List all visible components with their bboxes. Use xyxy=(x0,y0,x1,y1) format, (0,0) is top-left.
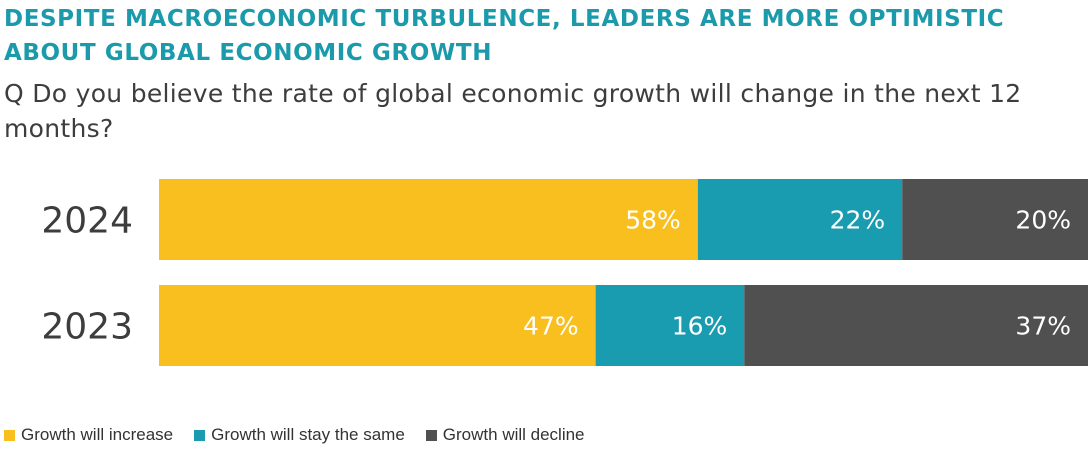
legend-label-same: Growth will stay the same xyxy=(211,425,405,444)
bar-segment-decline-2024 xyxy=(902,179,1088,260)
survey-question: Q Do you believe the rate of global econ… xyxy=(4,79,1022,143)
bar-value-label-decline-2023: 37% xyxy=(1015,312,1071,341)
legend-item-same: Growth will stay the same xyxy=(194,425,405,445)
legend-item-decline: Growth will decline xyxy=(425,425,585,445)
bar-value-label-decline-2024: 20% xyxy=(1015,206,1071,235)
legend-swatch-increase xyxy=(4,429,15,441)
legend-swatch-decline xyxy=(425,429,437,441)
legend: Growth will increase Growth will stay th… xyxy=(4,424,606,446)
bar-value-label-same-2023: 16% xyxy=(672,312,728,341)
legend-label-decline: Growth will decline xyxy=(442,425,585,444)
bar-segment-increase-2023 xyxy=(159,285,596,366)
bar-segment-same-2024 xyxy=(697,179,903,260)
stacked-bar-chart: 2024 58% 22% 20% 2023 47% 16% 37% xyxy=(41,179,1088,366)
bar-value-label-same-2024: 22% xyxy=(830,206,886,235)
legend-swatch-same xyxy=(194,429,206,441)
bar-segment-increase-2024 xyxy=(159,179,698,260)
bar-segment-same-2023 xyxy=(595,285,745,366)
year-label-2024: 2024 xyxy=(41,201,133,242)
bar-value-label-increase-2024: 58% xyxy=(625,206,681,235)
legend-item-increase: Growth will increase xyxy=(4,425,173,445)
year-label-2023: 2023 xyxy=(41,307,133,348)
chart-title: DESPITE MACROECONOMIC TURBULENCE, LEADER… xyxy=(4,6,1005,66)
bar-segment-decline-2023 xyxy=(744,285,1088,366)
bar-value-label-increase-2023: 47% xyxy=(523,312,579,341)
legend-label-increase: Growth will increase xyxy=(21,425,174,444)
